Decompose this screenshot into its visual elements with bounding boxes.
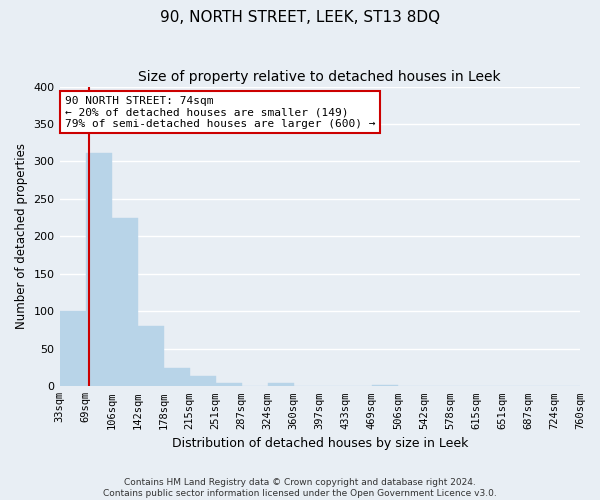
Text: 90, NORTH STREET, LEEK, ST13 8DQ: 90, NORTH STREET, LEEK, ST13 8DQ (160, 10, 440, 25)
Bar (86, 152, 112, 386)
X-axis label: Distribution of detached houses by size in Leek: Distribution of detached houses by size … (172, 437, 468, 450)
Bar (164, 368, 190, 386)
Text: 90 NORTH STREET: 74sqm
← 20% of detached houses are smaller (149)
79% of semi-de: 90 NORTH STREET: 74sqm ← 20% of detached… (65, 96, 375, 128)
Bar (137, 326, 164, 386)
Bar (59, 312, 86, 386)
Text: Contains HM Land Registry data © Crown copyright and database right 2024.
Contai: Contains HM Land Registry data © Crown c… (103, 478, 497, 498)
Title: Size of property relative to detached houses in Leek: Size of property relative to detached ho… (139, 70, 501, 84)
Bar (268, 382, 294, 386)
Bar (372, 385, 398, 386)
Bar (190, 376, 215, 386)
Bar (112, 218, 137, 386)
Y-axis label: Number of detached properties: Number of detached properties (15, 144, 28, 330)
Bar (215, 382, 242, 386)
